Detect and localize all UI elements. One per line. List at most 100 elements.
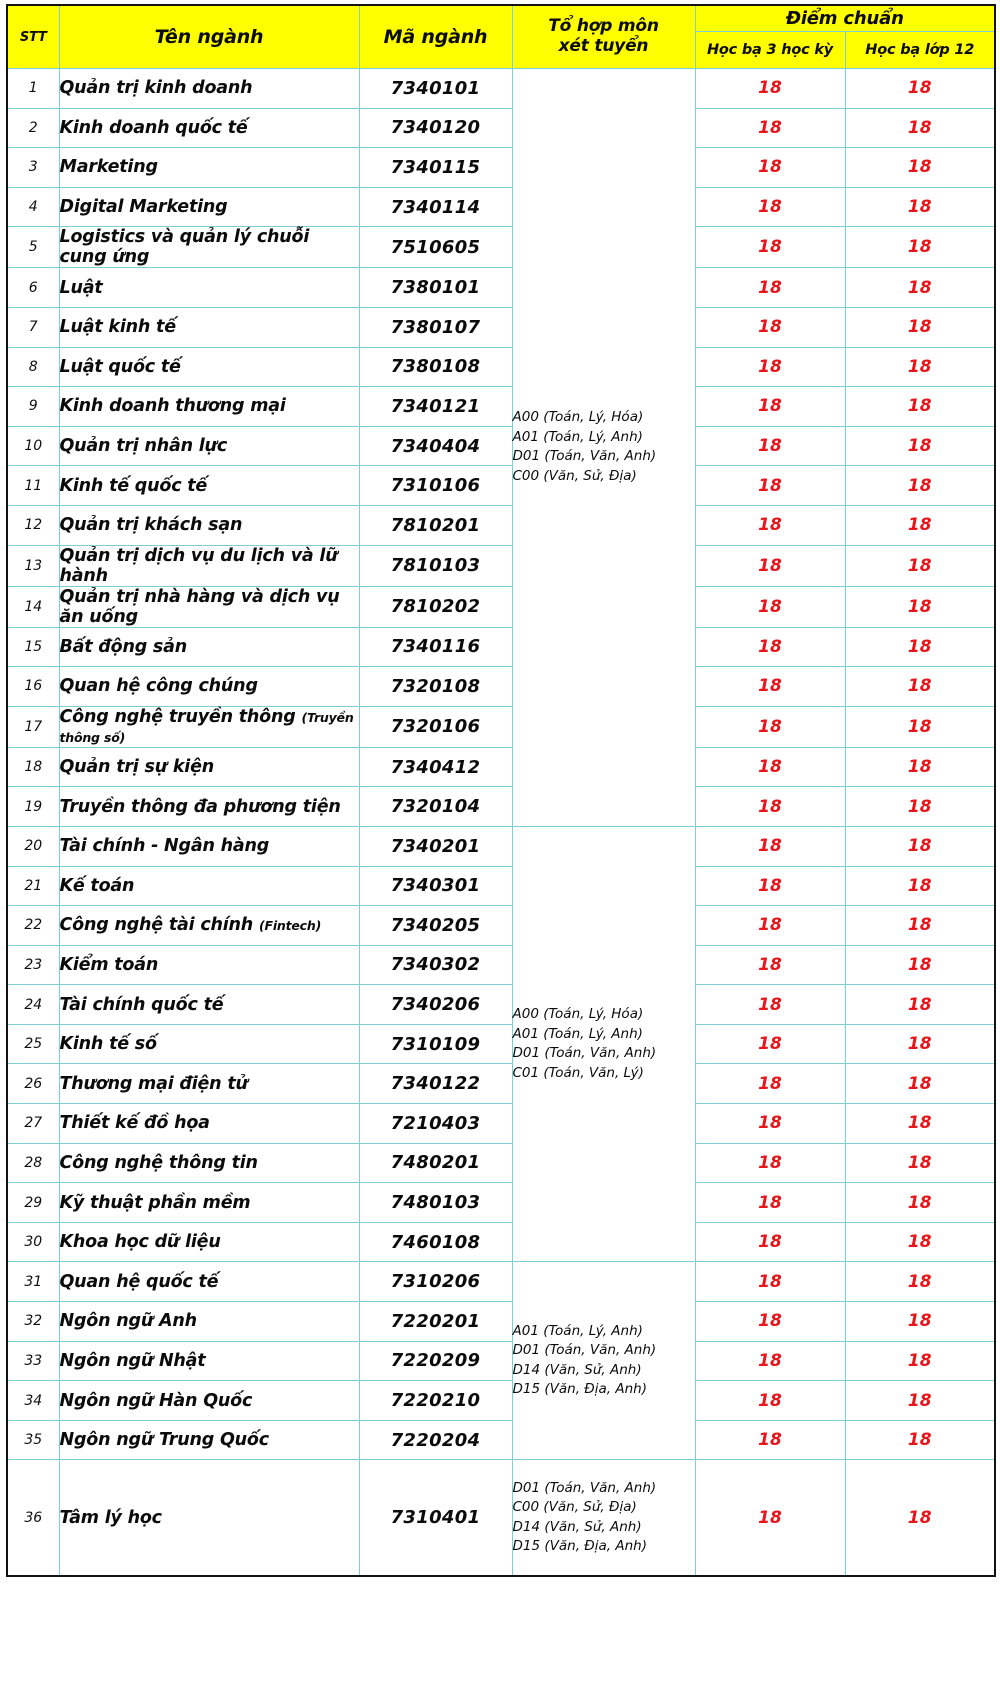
table-row: 31 Quan hệ quốc tế 7310206 A01 (Toán, Lý, A… bbox=[6, 1261, 996, 1461]
combination-line: D01 (Toán, Văn, Anh) bbox=[512, 1045, 657, 1062]
table-row: 11 Kinh tế quốc tế 7310106 18 18 bbox=[6, 465, 996, 506]
cell-score-grade-12: 18 bbox=[844, 504, 996, 546]
table-row: 26 Thương mại điện tử 7340122 18 18 bbox=[6, 1063, 996, 1105]
cell-major-code: 7340122 bbox=[358, 1063, 513, 1105]
table-row: 35 Ngôn ngữ Trung Quốc 7220204 18 18 bbox=[6, 1419, 996, 1461]
major-name-text: Ngôn ngữ Trung Quốc bbox=[59, 1430, 270, 1451]
cell-major-name: Công nghệ truyền thông (Truyền thông số) bbox=[58, 705, 360, 748]
cell-score-three-semesters: 18 bbox=[694, 386, 846, 427]
major-name-text: Tài chính - Ngân hàng bbox=[59, 836, 270, 857]
cell-score-grade-12: 18 bbox=[844, 944, 996, 986]
combination-line: D14 (Văn, Sử, Anh) bbox=[512, 1361, 642, 1378]
major-name-text: Tâm lý học bbox=[59, 1507, 163, 1528]
cell-stt: 31 bbox=[6, 1261, 60, 1303]
cell-major-code: 7340404 bbox=[358, 425, 513, 467]
cell-major-code: 7310109 bbox=[358, 1023, 513, 1065]
cell-major-name: Thiết kế đồ họa bbox=[58, 1103, 360, 1144]
cell-score-three-semesters: 18 bbox=[694, 626, 846, 668]
cell-major-code: 7810103 bbox=[358, 544, 513, 587]
cell-score-grade-12: 18 bbox=[844, 465, 996, 506]
major-name-text: Quản trị khách sạn bbox=[59, 515, 243, 536]
major-name-text: Thương mại điện tử bbox=[59, 1073, 248, 1094]
major-name-text: Kỹ thuật phần mềm bbox=[59, 1192, 251, 1213]
cell-major-name: Logistics và quản lý chuỗi cung ứng bbox=[58, 226, 360, 269]
header-combination-line2: xét tuyển bbox=[558, 36, 649, 56]
cell-score-three-semesters: 18 bbox=[694, 186, 846, 228]
cell-stt: 26 bbox=[6, 1063, 60, 1105]
table-row: 30 Khoa học dữ liệu 7460108 18 18 bbox=[6, 1221, 996, 1263]
cell-score-grade-12: 18 bbox=[844, 147, 996, 188]
major-name-text: Công nghệ truyền thông bbox=[59, 706, 296, 727]
cell-score-grade-12: 18 bbox=[844, 186, 996, 228]
cell-score-grade-12: 18 bbox=[844, 1301, 996, 1342]
cell-major-code: 7310401 bbox=[358, 1459, 513, 1577]
cell-score-grade-12: 18 bbox=[844, 107, 996, 149]
cell-score-three-semesters: 18 bbox=[694, 544, 846, 587]
cell-major-code: 7340116 bbox=[358, 626, 513, 668]
cell-score-three-semesters: 18 bbox=[694, 504, 846, 546]
cell-score-three-semesters: 18 bbox=[694, 306, 846, 348]
cell-stt: 7 bbox=[6, 306, 60, 348]
cell-major-code: 7340206 bbox=[358, 984, 513, 1025]
table-row: 18 Quản trị sự kiện 7340412 18 18 bbox=[6, 746, 996, 788]
major-name-text: Bất động sản bbox=[59, 636, 188, 657]
cell-major-code: 7210403 bbox=[358, 1103, 513, 1144]
combination-line: C00 (Văn, Sử, Địa) bbox=[512, 1499, 637, 1516]
cell-major-name: Tài chính - Ngân hàng bbox=[58, 825, 360, 867]
cell-major-code: 7340301 bbox=[358, 865, 513, 907]
combination-line: A01 (Toán, Lý, Anh) bbox=[512, 1025, 643, 1042]
major-name-text: Ngôn ngữ Nhật bbox=[59, 1350, 206, 1371]
cell-stt: 27 bbox=[6, 1103, 60, 1144]
cell-stt: 24 bbox=[6, 984, 60, 1025]
cell-major-name: Ngôn ngữ Anh bbox=[58, 1301, 360, 1342]
cell-stt: 22 bbox=[6, 905, 60, 946]
cell-major-name: Quản trị nhà hàng và dịch vụ ăn uống bbox=[58, 585, 360, 628]
cell-major-name: Khoa học dữ liệu bbox=[58, 1221, 360, 1263]
table-row: 27 Thiết kế đồ họa 7210403 18 18 bbox=[6, 1103, 996, 1144]
major-name-text: Quản trị nhân lực bbox=[59, 436, 228, 457]
table-row: 16 Quan hệ công chúng 7320108 18 18 bbox=[6, 666, 996, 707]
cell-major-code: 7310106 bbox=[358, 465, 513, 506]
cell-major-name: Công nghệ thông tin bbox=[58, 1142, 360, 1184]
cell-major-name: Kế toán bbox=[58, 865, 360, 907]
combination-line: C00 (Văn, Sử, Địa) bbox=[512, 468, 637, 485]
cell-major-code: 7340114 bbox=[358, 186, 513, 228]
cell-major-name: Truyền thông đa phương tiện bbox=[58, 786, 360, 827]
combination-line: D14 (Văn, Sử, Anh) bbox=[512, 1518, 642, 1535]
major-name-text: Kinh doanh thương mại bbox=[59, 396, 286, 417]
cell-major-name: Quản trị khách sạn bbox=[58, 504, 360, 546]
table-row: 6 Luật 7380101 18 18 bbox=[6, 267, 996, 308]
cell-stt: 34 bbox=[6, 1380, 60, 1421]
table-row: 20 Tài chính - Ngân hàng 7340201 A00 (Toán,… bbox=[6, 825, 996, 1263]
major-name-text: Công nghệ tài chính bbox=[59, 915, 254, 936]
cell-score-grade-12: 18 bbox=[844, 666, 996, 707]
cell-major-code: 7340121 bbox=[358, 386, 513, 427]
table-row: 33 Ngôn ngữ Nhật 7220209 18 18 bbox=[6, 1340, 996, 1382]
cell-major-code: 7320104 bbox=[358, 786, 513, 827]
cell-stt: 12 bbox=[6, 504, 60, 546]
table-row: 21 Kế toán 7340301 18 18 bbox=[6, 865, 996, 907]
cell-score-grade-12: 18 bbox=[844, 1063, 996, 1105]
table-row: 5 Logistics và quản lý chuỗi cung ứng 7510… bbox=[6, 226, 996, 269]
table-row: 8 Luật quốc tế 7380108 18 18 bbox=[6, 346, 996, 388]
cell-score-grade-12: 18 bbox=[844, 1182, 996, 1223]
cell-major-name: Kinh tế quốc tế bbox=[58, 465, 360, 506]
table-row: 36 Tâm lý học 7310401 D01 (Toán, Văn, Anh) C… bbox=[6, 1459, 996, 1577]
cell-major-code: 7220204 bbox=[358, 1419, 513, 1461]
header-benchmark-score: Điểm chuẩn bbox=[694, 4, 996, 32]
cell-score-three-semesters: 18 bbox=[694, 465, 846, 506]
cell-major-code: 7510605 bbox=[358, 226, 513, 269]
table-body: 1 Quản trị kinh doanh 7340101 A00 (Toán, Lý… bbox=[6, 68, 996, 1577]
cell-score-grade-12: 18 bbox=[844, 1380, 996, 1421]
cell-score-grade-12: 18 bbox=[844, 705, 996, 748]
cell-major-name: Công nghệ tài chính (Fintech) bbox=[58, 905, 360, 946]
cell-major-code: 7220209 bbox=[358, 1340, 513, 1382]
header-row-secondary: Học bạ 3 học kỳ Học bạ lớp 12 bbox=[7, 31, 996, 69]
cell-stt: 30 bbox=[6, 1221, 60, 1263]
table-row: 9 Kinh doanh thương mại 7340121 18 18 bbox=[6, 386, 996, 427]
combination-line: D15 (Văn, Địa, Anh) bbox=[512, 1538, 647, 1555]
cell-score-three-semesters: 18 bbox=[694, 1340, 846, 1382]
major-name-text: Ngôn ngữ Anh bbox=[59, 1311, 198, 1332]
cell-score-grade-12: 18 bbox=[844, 786, 996, 827]
cell-score-three-semesters: 18 bbox=[694, 705, 846, 748]
